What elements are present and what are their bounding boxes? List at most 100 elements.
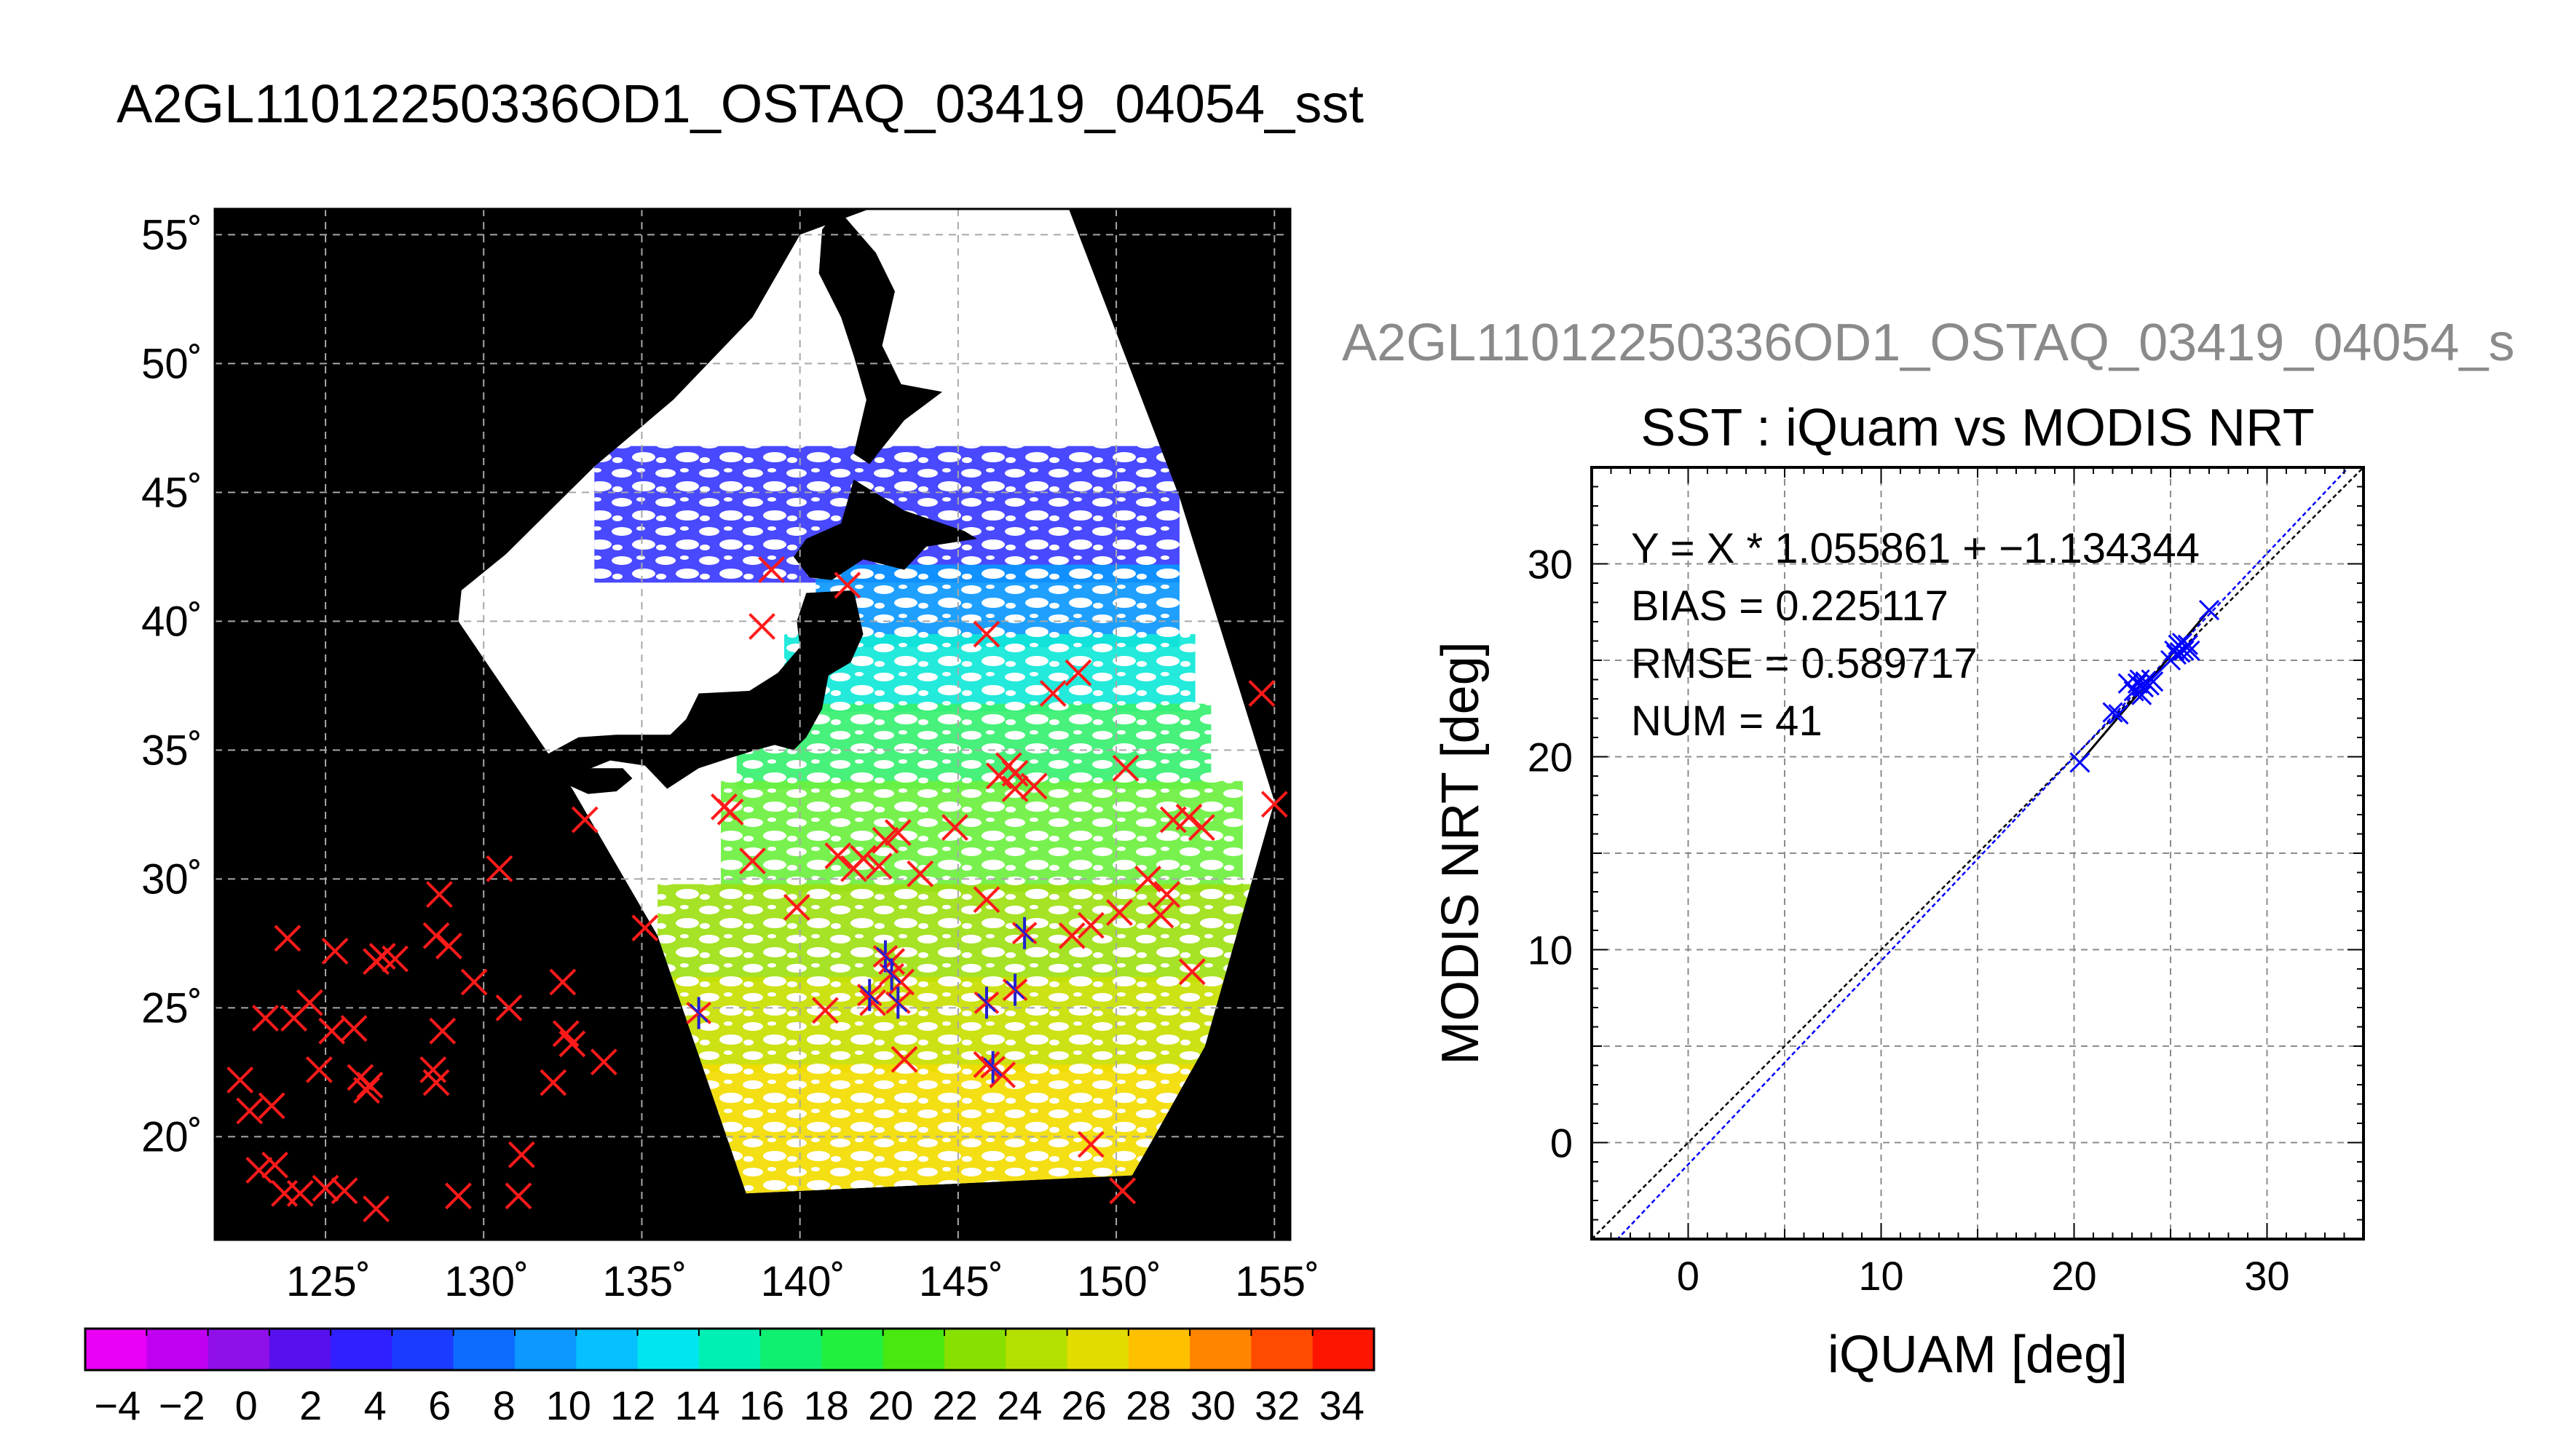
red-matchup-marker — [460, 968, 488, 996]
red-matchup-marker — [1147, 901, 1174, 929]
red-matchup-marker — [1020, 772, 1048, 800]
red-matchup-marker — [1153, 881, 1180, 909]
blue-matchup-marker — [686, 997, 711, 1029]
red-matchup-marker — [1058, 922, 1086, 949]
red-matchup-marker — [884, 819, 912, 847]
red-matchup-marker — [850, 844, 877, 872]
red-matchup-marker — [872, 826, 899, 854]
colorbar-segment — [515, 1329, 577, 1370]
colorbar-tick-label: 30 — [1190, 1382, 1236, 1428]
scatter-x-tick-label: 0 — [1677, 1253, 1699, 1299]
red-matchup-marker — [363, 1195, 390, 1222]
colorbar: −4 −2 0 2 4 6 8 10 12 14 16 18 20 22 24 26 28 30 32 34 — [84, 1327, 1375, 1428]
land-mass — [553, 768, 633, 794]
land-mass — [512, 590, 864, 789]
colorbar-tick-label: 32 — [1255, 1382, 1300, 1428]
main-title: A2GL11012250336OD1_OSTAQ_03419_04054_sst — [117, 74, 1364, 134]
scatter-point — [2108, 704, 2129, 725]
red-matchup-marker — [429, 1017, 457, 1045]
colorbar-segment — [1128, 1329, 1190, 1370]
colorbar-segment — [1006, 1329, 1068, 1370]
scatter-overlay-title: A2GL11012250336OD1_OSTAQ_03419_04054_s — [1342, 314, 2515, 372]
scatter-point — [2177, 634, 2198, 655]
blue-matchup-marker — [885, 986, 911, 1019]
red-matchup-marker — [321, 938, 349, 965]
red-matchup-marker — [758, 556, 785, 584]
red-matchup-marker — [973, 620, 1000, 648]
land-mass — [474, 778, 544, 853]
colorbar-tick-label: 20 — [868, 1382, 913, 1428]
blue-matchup-marker — [856, 978, 882, 1011]
colorbar-tick-label: 24 — [997, 1382, 1042, 1428]
lon-tick-label: 140˚ — [761, 1258, 845, 1305]
lat-tick-label: 30˚ — [141, 855, 202, 903]
colorbar-frame — [84, 1327, 1375, 1372]
red-matchup-marker — [590, 1048, 617, 1076]
colorbar-segment — [760, 1329, 823, 1370]
lon-tick-label: 150˚ — [1077, 1258, 1161, 1305]
red-matchup-marker — [236, 1097, 264, 1125]
stats-annotation: RMSE = 0.589717 — [1631, 640, 1978, 687]
red-matchup-marker — [973, 1051, 1000, 1078]
red-matchup-marker — [274, 925, 301, 952]
scatter-point — [2173, 640, 2195, 661]
red-matchup-marker — [1039, 680, 1067, 707]
red-matchup-marker — [865, 852, 893, 880]
colorbar-segment — [637, 1329, 700, 1370]
scatter-y-tick-label: 0 — [1550, 1120, 1573, 1166]
colorbar-segment — [453, 1329, 516, 1370]
scatter-point — [2179, 640, 2200, 661]
map-frame — [213, 207, 1292, 1241]
red-matchup-marker — [1106, 899, 1133, 926]
red-matchup-marker — [834, 571, 861, 599]
colorbar-tick-label: 6 — [428, 1382, 451, 1428]
red-matchup-marker — [1175, 804, 1203, 831]
red-matchup-marker — [1077, 911, 1105, 939]
blue-matchup-marker — [1011, 917, 1038, 949]
scatter-grid — [1592, 467, 2364, 1239]
colorbar-tick-label: 18 — [804, 1382, 849, 1428]
scatter-y-tick-label: 10 — [1528, 927, 1573, 973]
x-axis-label: iQUAM [deg] — [1828, 1326, 2128, 1384]
red-matchup-marker — [486, 855, 513, 882]
cloud-texture — [816, 564, 1180, 647]
scatter-point — [2102, 702, 2123, 723]
red-matchup-marker — [426, 881, 453, 909]
red-matchup-marker — [941, 814, 968, 842]
swath-layer — [458, 209, 1290, 1194]
scatter-x-tick-label: 10 — [1858, 1253, 1903, 1299]
colorbar-tick-label: 28 — [1126, 1382, 1171, 1428]
red-matchup-marker — [261, 1151, 288, 1179]
colorbar-segment — [821, 1329, 884, 1370]
colorbar-tick-label: 2 — [299, 1382, 322, 1428]
fit-line — [1616, 467, 2350, 1239]
lon-tick-label: 130˚ — [444, 1258, 529, 1305]
lat-tick-label: 50˚ — [141, 340, 202, 387]
colorbar-segment — [1190, 1329, 1252, 1370]
colorbar-segment — [698, 1329, 761, 1370]
lat-tick-label: 25˚ — [141, 984, 202, 1032]
scatter-y-tick-label: 20 — [1528, 735, 1573, 780]
scatter-y-tick-label: 30 — [1528, 542, 1573, 587]
colorbar-segment — [882, 1329, 945, 1370]
scatter-title: SST : iQuam vs MODIS NRT — [1640, 399, 2315, 457]
scatter-axis-ticks: 0 10 20 30 0 10 20 30 — [1528, 467, 2364, 1299]
red-matchup-marker — [1109, 1177, 1137, 1205]
lat-tick-label: 35˚ — [141, 727, 202, 774]
colorbar-tick-label: 0 — [235, 1382, 258, 1428]
red-matchup-marker — [495, 994, 523, 1021]
colorbar-segment — [944, 1329, 1006, 1370]
y-axis-label: MODIS NRT [deg] — [1431, 641, 1490, 1065]
red-matchup-marker — [739, 847, 766, 875]
blue-matchup-marker — [879, 958, 904, 991]
lon-tick-label: 145˚ — [919, 1258, 1003, 1305]
red-matchup-marker — [973, 886, 1000, 914]
colorbar-segment — [1312, 1329, 1375, 1370]
matchup-markers — [226, 556, 1288, 1222]
colorbar-tick-label: 34 — [1319, 1382, 1365, 1428]
map-grid — [215, 209, 1290, 1240]
red-matchup-marker — [1260, 791, 1288, 818]
red-matchup-marker — [505, 1182, 532, 1210]
scatter-point — [2143, 671, 2164, 692]
